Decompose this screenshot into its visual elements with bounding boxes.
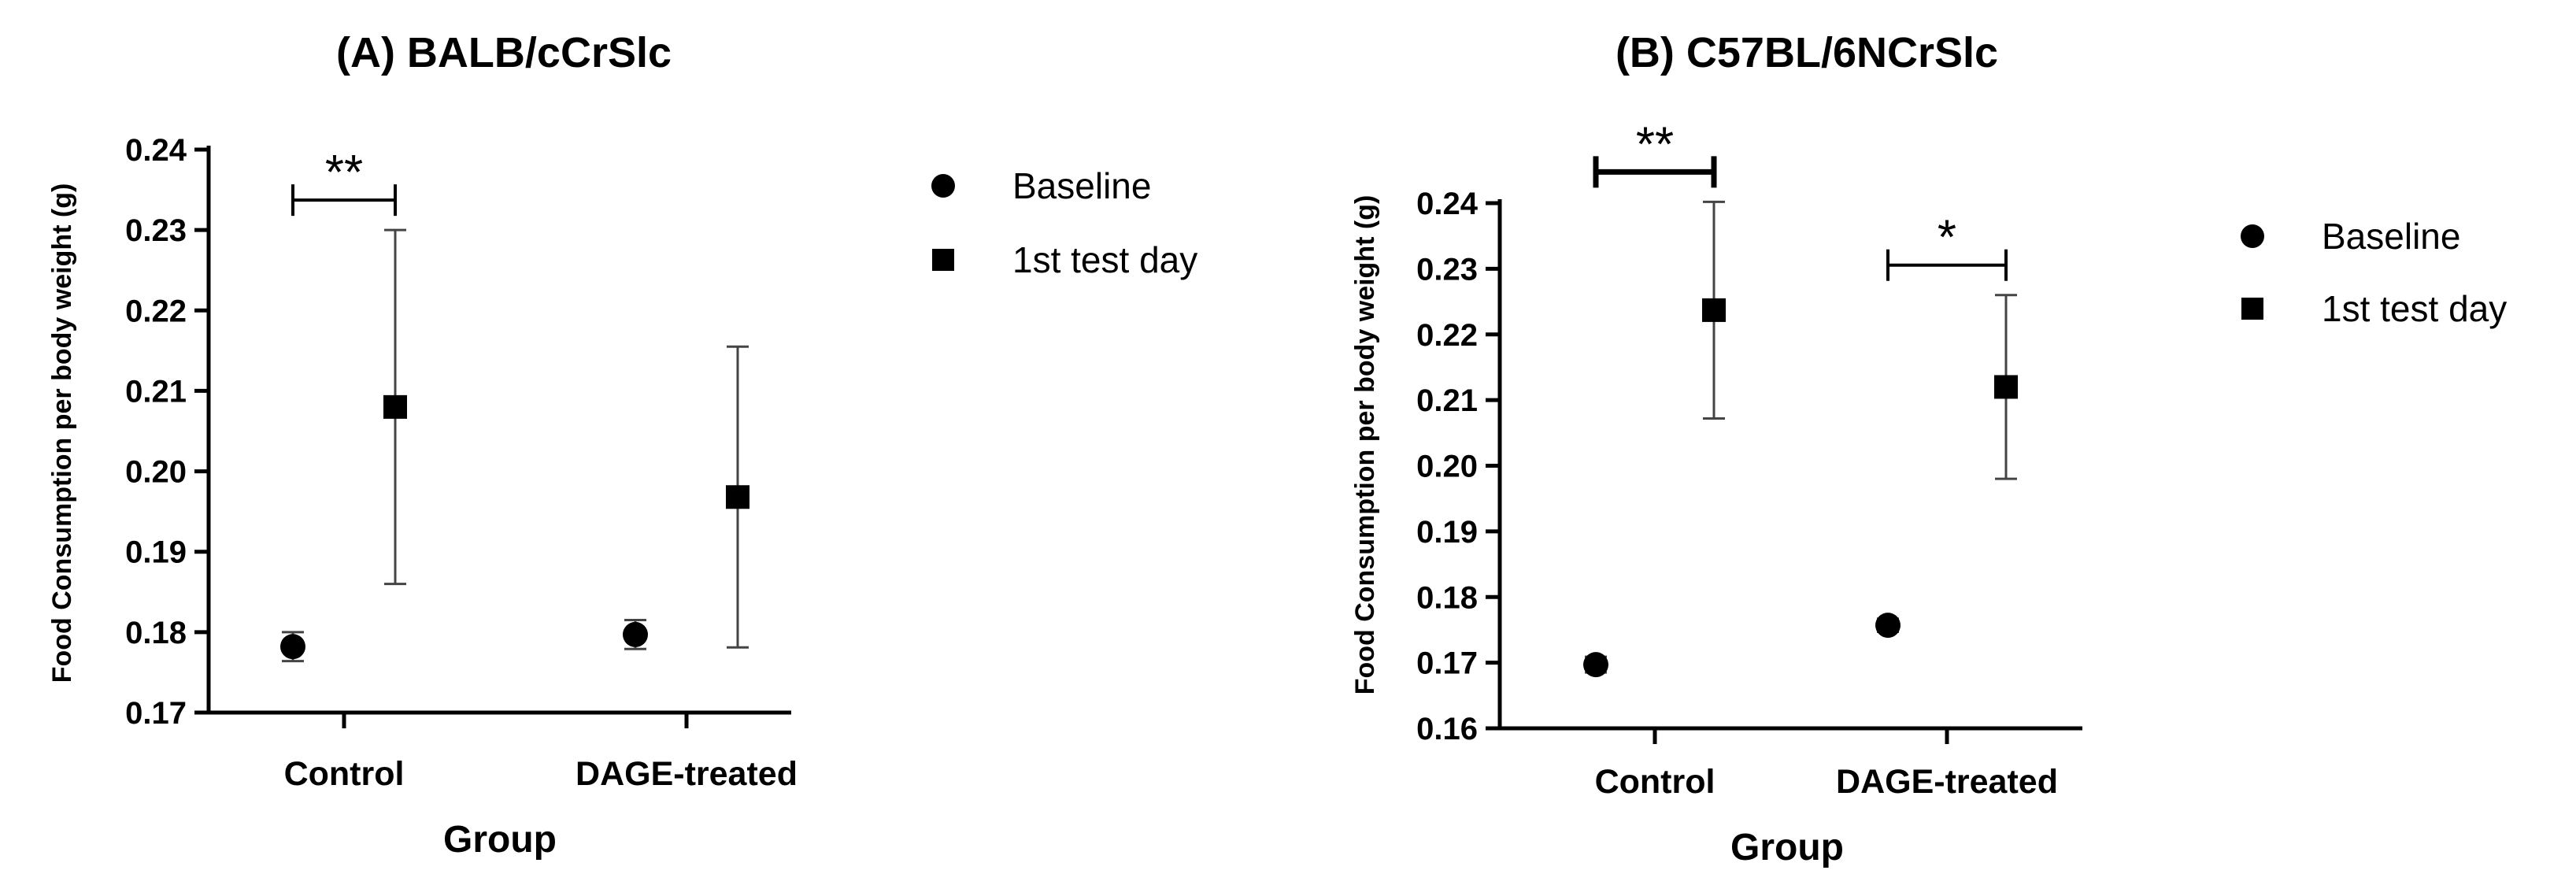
data-point-baseline <box>623 621 648 647</box>
chart-title: (B) C57BL/6NCrSlc <box>1616 29 1998 76</box>
panel-a: (A) BALB/cCrSlc Food Consumption per body… <box>47 29 1197 861</box>
y-tick-label: 0.19 <box>1416 515 1478 550</box>
y-tick-label: 0.20 <box>125 455 187 490</box>
y-tick-label: 0.22 <box>1416 318 1478 353</box>
legend-label-test-day: 1st test day <box>1012 239 1197 280</box>
chart-title: (A) BALB/cCrSlc <box>336 29 672 76</box>
y-tick-label: 0.17 <box>125 696 187 731</box>
y-tick-label: 0.17 <box>1416 646 1478 681</box>
significance-label: * <box>1938 211 1956 265</box>
legend: Baseline 1st test day <box>2241 216 2507 329</box>
data-point-baseline <box>1583 652 1608 678</box>
x-axis-label: Group <box>1730 827 1844 868</box>
y-tick-label: 0.22 <box>125 294 187 328</box>
data-point-baseline <box>280 634 305 660</box>
x-category-label: DAGE-treated <box>576 755 798 793</box>
y-axis-label: Food Consumption per body weight (g) <box>47 183 77 683</box>
y-tick-label: 0.18 <box>1416 580 1478 615</box>
x-category-label: Control <box>284 755 405 793</box>
legend-marker-test-day <box>2241 298 2263 320</box>
legend: Baseline 1st test day <box>931 165 1197 280</box>
legend-marker-baseline <box>931 174 955 198</box>
x-category-label: Control <box>1595 763 1715 801</box>
y-tick-label: 0.23 <box>1416 252 1478 287</box>
significance-label: ** <box>325 146 363 200</box>
data-point-test-day <box>726 485 749 509</box>
y-tick-label: 0.18 <box>125 616 187 650</box>
x-category-label: DAGE-treated <box>1836 763 2058 801</box>
y-tick-label: 0.21 <box>1416 383 1478 418</box>
data-point-test-day <box>1702 298 1726 322</box>
legend-marker-baseline <box>2241 224 2264 248</box>
legend-marker-test-day <box>932 249 954 271</box>
y-tick-label: 0.24 <box>125 133 187 168</box>
y-tick-label: 0.21 <box>125 374 187 409</box>
y-tick-label: 0.20 <box>1416 450 1478 484</box>
data-point-test-day <box>1994 375 2018 399</box>
legend-label-baseline: Baseline <box>1012 165 1151 206</box>
data-point-test-day <box>383 394 407 419</box>
y-tick-label: 0.23 <box>125 213 187 248</box>
y-tick-label: 0.24 <box>1416 187 1479 221</box>
y-tick-label: 0.16 <box>1416 712 1478 746</box>
significance-label: ** <box>1636 117 1674 172</box>
legend-label-baseline: Baseline <box>2322 216 2460 257</box>
x-axis-label: Group <box>443 819 557 861</box>
panel-b: (B) C57BL/6NCrSlc Food Consumption per bo… <box>1350 29 2507 868</box>
legend-label-test-day: 1st test day <box>2322 288 2507 329</box>
y-tick-label: 0.19 <box>125 535 187 570</box>
y-axis-label: Food Consumption per body weight (g) <box>1350 195 1380 695</box>
data-point-baseline <box>1875 613 1901 639</box>
